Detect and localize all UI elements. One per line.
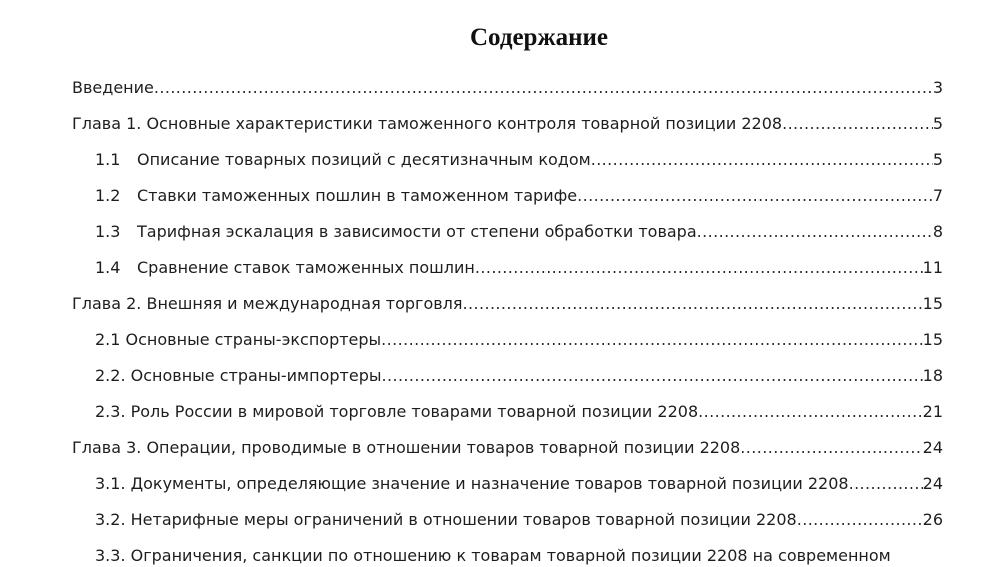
- page-number: 5: [932, 149, 943, 169]
- page-number: 7: [932, 185, 943, 205]
- dot-leader: ........................................…: [381, 329, 922, 349]
- entry-text: 3.1. Документы, определяющие значение и …: [95, 473, 849, 493]
- page-number: 24: [922, 437, 943, 457]
- page-number: 24: [922, 473, 943, 493]
- toc-entry-chapter-2[interactable]: Глава 2. Внешняя и международная торговл…: [0, 285, 1000, 321]
- entry-text: Введение: [72, 77, 154, 97]
- dot-leader: ........................................…: [462, 293, 923, 313]
- entry-text: Глава 2. Внешняя и международная торговл…: [72, 293, 463, 313]
- toc-entry-3-2[interactable]: 3.2. Нетарифные меры ограничений в отнош…: [0, 501, 1000, 537]
- entry-text: Описание товарных позиций с десятизначны…: [137, 149, 591, 169]
- dot-leader: ........................................…: [474, 257, 923, 277]
- page-number: 11: [922, 257, 943, 277]
- page-number: 21: [922, 401, 943, 421]
- toc-entry-1-1[interactable]: 1.1 Описание товарных позиций с десятизн…: [0, 141, 1000, 177]
- page-number: 15: [922, 293, 943, 313]
- page-title: Содержание: [469, 24, 608, 51]
- entry-number: 1.4: [95, 257, 121, 277]
- entry-text: Глава 1. Основные характеристики таможен…: [72, 113, 783, 133]
- entry-text: Ставки таможенных пошлин в таможенном та…: [137, 185, 578, 205]
- page-number: 3: [932, 77, 943, 97]
- toc-entry-chapter-1[interactable]: Глава 1. Основные характеристики таможен…: [0, 105, 1000, 141]
- toc-entry-2-1[interactable]: 2.1 Основные страны-экспортеры .........…: [0, 321, 1000, 357]
- toc-entry-1-4[interactable]: 1.4 Сравнение ставок таможенных пошлин .…: [0, 249, 1000, 285]
- entry-number: 1.1: [95, 149, 121, 169]
- dot-leader: ........................................…: [740, 437, 922, 457]
- dot-leader: ........................................…: [381, 365, 922, 385]
- toc-entry-chapter-3[interactable]: Глава 3. Операции, проводимые в отношени…: [0, 429, 1000, 465]
- entry-text: 2.2. Основные страны-импортеры: [95, 365, 382, 385]
- page-number: 18: [922, 365, 943, 385]
- dot-leader: ........................................…: [782, 113, 933, 133]
- page-number: 26: [922, 509, 943, 529]
- dot-leader: ........................................…: [577, 185, 933, 205]
- entry-text: 2.1 Основные страны-экспортеры: [95, 329, 382, 349]
- dot-leader: ........................................…: [698, 401, 923, 421]
- page-number: 5: [932, 113, 943, 133]
- dot-leader: ........................................…: [796, 509, 923, 529]
- toc-entry-introduction[interactable]: Введение ...............................…: [0, 69, 1000, 105]
- dot-leader: ........................................…: [696, 221, 933, 241]
- entry-number: 1.2: [95, 185, 121, 205]
- page-number: 15: [922, 329, 943, 349]
- toc-entry-3-1[interactable]: 3.1. Документы, определяющие значение и …: [0, 465, 1000, 501]
- entry-text: Сравнение ставок таможенных пошлин: [137, 257, 475, 277]
- table-of-contents: Введение ...............................…: [0, 69, 1000, 567]
- page-number: 8: [932, 221, 943, 241]
- toc-entry-1-3[interactable]: 1.3 Тарифная эскалация в зависимости от …: [0, 213, 1000, 249]
- toc-entry-2-2[interactable]: 2.2. Основные страны-импортеры .........…: [0, 357, 1000, 393]
- toc-entry-1-2[interactable]: 1.2 Ставки таможенных пошлин в таможенно…: [0, 177, 1000, 213]
- entry-text: Тарифная эскалация в зависимости от степ…: [137, 221, 697, 241]
- entry-text: 3.3. Ограничения, санкции по отношению к…: [95, 545, 891, 565]
- dot-leader: ........................................…: [590, 149, 933, 169]
- dot-leader: ........................................…: [848, 473, 923, 493]
- entry-text: 3.2. Нетарифные меры ограничений в отнош…: [95, 509, 797, 529]
- toc-entry-3-3[interactable]: 3.3. Ограничения, санкции по отношению к…: [0, 537, 1000, 567]
- entry-text: 2.3. Роль России в мировой торговле това…: [95, 401, 699, 421]
- toc-entry-2-3[interactable]: 2.3. Роль России в мировой торговле това…: [0, 393, 1000, 429]
- entry-text: Глава 3. Операции, проводимые в отношени…: [72, 437, 741, 457]
- dot-leader: ........................................…: [153, 77, 933, 97]
- entry-number: 1.3: [95, 221, 121, 241]
